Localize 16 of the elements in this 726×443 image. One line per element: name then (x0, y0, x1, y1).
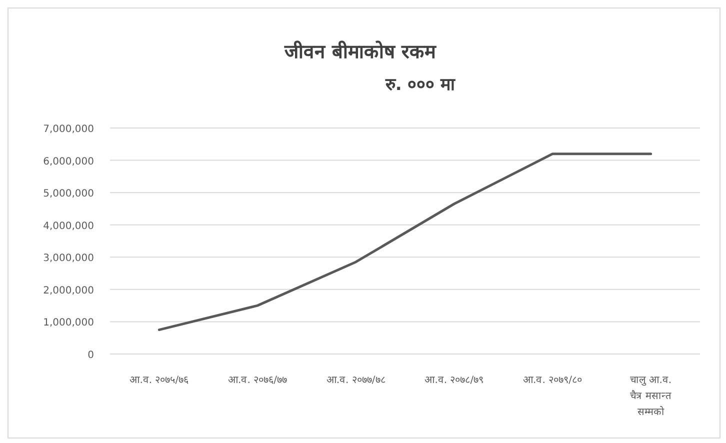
chart-title: जीवन बीमाकोष रकम (283, 40, 437, 63)
y-tick-label: 1,000,000 (43, 318, 94, 329)
y-tick-label: 2,000,000 (43, 285, 94, 296)
x-tick-label: चालु आ.व. चैत्र मसान्त सम्मको (630, 375, 672, 418)
x-tick-label: आ.व. २०७८/७९ (424, 375, 484, 386)
chart-subtitle: रु. ००० मा (384, 75, 456, 95)
y-tick-label: 4,000,000 (43, 220, 94, 232)
x-tick-label: आ.व. २०७६/७७ (228, 375, 287, 386)
y-tick-label: 6,000,000 (43, 156, 94, 168)
y-tick-label: 7,000,000 (43, 124, 94, 135)
x-tick-label: आ.व. २०७५/७६ (130, 375, 189, 386)
y-tick-label: 3,000,000 (43, 253, 94, 264)
y-tick-label: 0 (88, 350, 94, 361)
x-tick-label: आ.व. २०७९/८० (523, 375, 582, 386)
x-tick-label: आ.व. २०७७/७८ (326, 375, 386, 386)
y-tick-label: 5,000,000 (43, 188, 94, 200)
